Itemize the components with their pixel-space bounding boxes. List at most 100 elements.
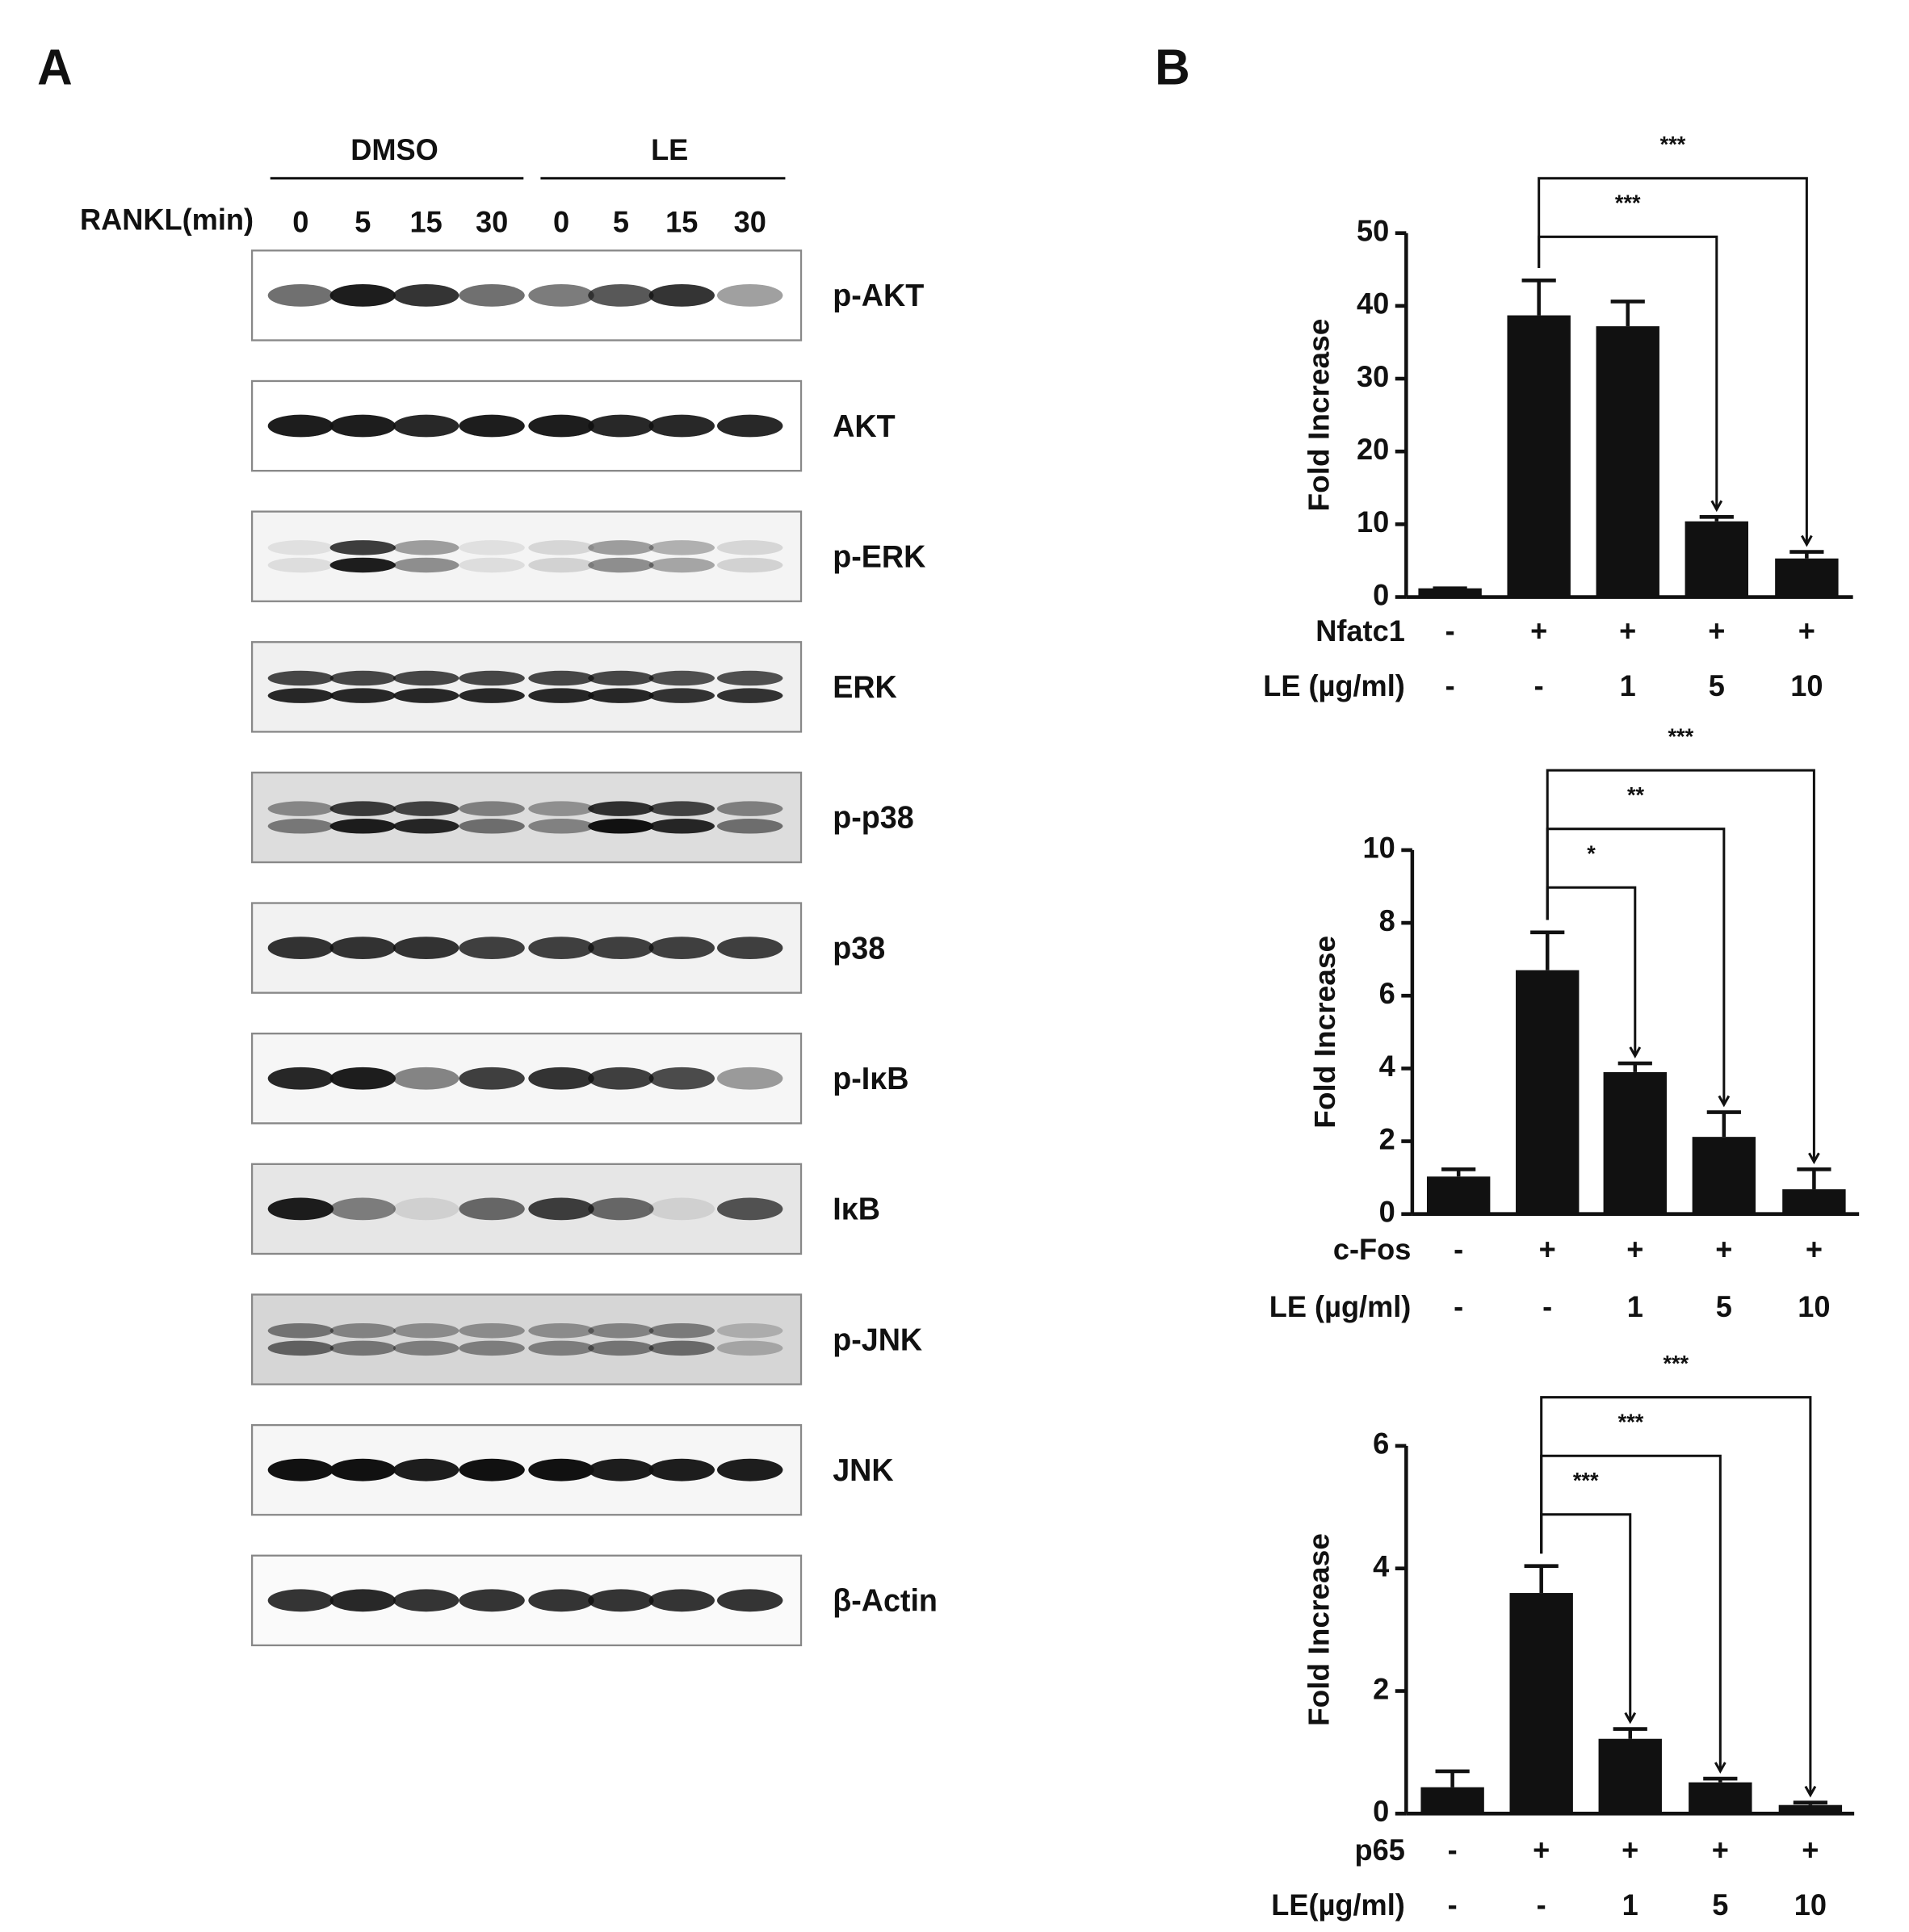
band xyxy=(648,414,715,438)
band xyxy=(717,688,783,703)
band xyxy=(329,801,396,816)
band xyxy=(648,1067,715,1090)
y-tick-label: 2 xyxy=(1373,1672,1389,1705)
y-axis-label: Fold Increase xyxy=(1303,1533,1336,1726)
row-value: + xyxy=(1802,1834,1819,1867)
bar xyxy=(1507,315,1571,597)
band xyxy=(392,688,459,703)
y-tick-label: 10 xyxy=(1357,505,1389,539)
band xyxy=(648,1340,715,1356)
band xyxy=(588,801,654,816)
band xyxy=(717,284,783,307)
bar xyxy=(1509,1593,1573,1814)
band xyxy=(267,937,334,960)
error-bar xyxy=(1706,1110,1741,1138)
error-bar xyxy=(1521,278,1556,316)
band xyxy=(717,1340,783,1356)
band xyxy=(392,414,459,438)
band xyxy=(588,284,654,307)
row-value: 1 xyxy=(1627,1289,1643,1322)
row-value: - xyxy=(1448,1888,1458,1922)
blot-frame xyxy=(250,771,803,864)
band xyxy=(392,557,459,573)
row-value: 1 xyxy=(1622,1888,1638,1922)
band xyxy=(459,557,525,573)
protein-label: p-JNK xyxy=(833,1322,922,1358)
bar xyxy=(1598,1738,1662,1814)
row-value: 5 xyxy=(1709,669,1725,702)
row-value: 5 xyxy=(1712,1888,1728,1922)
band xyxy=(588,1197,654,1221)
band xyxy=(717,801,783,816)
band xyxy=(648,540,715,555)
y-tick-label: 10 xyxy=(1363,831,1395,864)
blot-frame xyxy=(250,510,803,602)
protein-label: IκB xyxy=(833,1192,880,1227)
row-value: 10 xyxy=(1790,669,1823,702)
band xyxy=(459,1197,525,1221)
band xyxy=(528,801,594,816)
error-bar xyxy=(1793,1800,1827,1805)
band xyxy=(267,1458,334,1481)
band xyxy=(588,819,654,834)
band xyxy=(392,1197,459,1221)
lane-label: 0 xyxy=(292,205,308,238)
bar xyxy=(1596,326,1659,597)
band xyxy=(329,540,396,555)
blot-frame xyxy=(250,1293,803,1385)
band xyxy=(459,1340,525,1356)
error-bar xyxy=(1789,550,1824,559)
significance-bracket xyxy=(1546,769,1815,1163)
lane-label: 0 xyxy=(553,205,569,238)
band xyxy=(329,937,396,960)
protein-label: ERK xyxy=(833,670,897,706)
protein-label: AKT xyxy=(833,409,895,444)
band xyxy=(588,1322,654,1339)
band xyxy=(392,670,459,686)
band xyxy=(459,670,525,686)
protein-label: p-p38 xyxy=(833,800,913,836)
group-label: DMSO xyxy=(350,133,438,166)
band xyxy=(717,414,783,438)
band xyxy=(392,284,459,307)
bracket-arrow xyxy=(1808,1152,1820,1165)
band xyxy=(329,557,396,573)
band xyxy=(588,1458,654,1481)
protein-label: β-Actin xyxy=(833,1583,938,1619)
y-tick-label: 2 xyxy=(1379,1122,1395,1155)
protein-label: p-AKT xyxy=(833,279,924,314)
band xyxy=(588,1589,654,1612)
band xyxy=(717,1322,783,1339)
band xyxy=(459,284,525,307)
row-label: p65 xyxy=(1354,1834,1404,1867)
band xyxy=(528,540,594,555)
band xyxy=(528,1067,594,1090)
row-value: - xyxy=(1454,1289,1463,1322)
row-value: + xyxy=(1712,1834,1729,1867)
band xyxy=(392,1067,459,1090)
error-bar xyxy=(1617,1061,1652,1072)
band xyxy=(459,1589,525,1612)
error-bar xyxy=(1797,1167,1831,1190)
row-value: + xyxy=(1626,1232,1643,1265)
band xyxy=(588,1340,654,1356)
band xyxy=(528,1589,594,1612)
error-bar xyxy=(1530,930,1565,970)
significance-bracket xyxy=(1540,1396,1812,1796)
bar xyxy=(1685,521,1748,597)
bracket-arrow xyxy=(1710,500,1723,513)
bar xyxy=(1778,1804,1843,1814)
band xyxy=(459,688,525,703)
row-value: - xyxy=(1445,669,1455,702)
band xyxy=(459,937,525,960)
panel-label: A xyxy=(37,40,73,95)
row-value: 1 xyxy=(1620,669,1636,702)
row-value: - xyxy=(1542,1289,1552,1322)
row-value: 10 xyxy=(1798,1289,1830,1322)
band xyxy=(267,801,334,816)
y-tick-label: 0 xyxy=(1373,578,1389,611)
lane-label: 30 xyxy=(476,205,508,238)
row-value: - xyxy=(1454,1232,1463,1265)
row-value: + xyxy=(1530,614,1547,647)
band xyxy=(459,414,525,438)
